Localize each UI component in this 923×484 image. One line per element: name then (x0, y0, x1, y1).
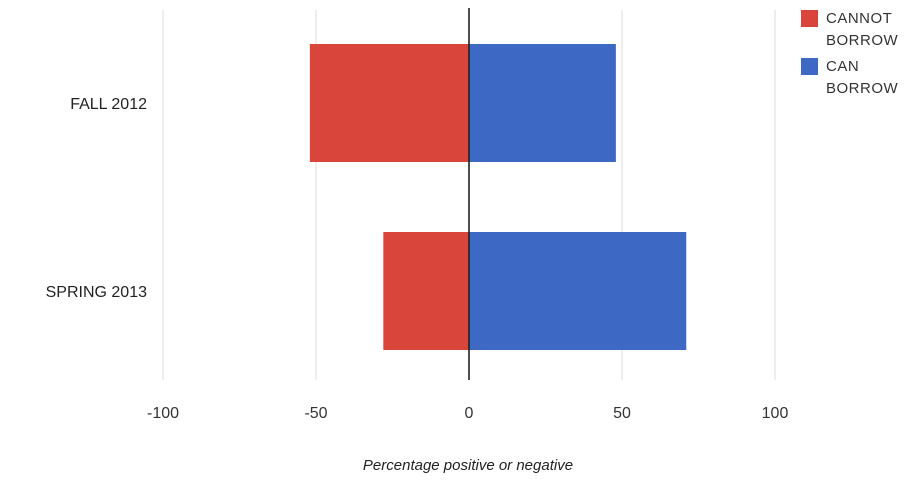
x-tick-labels: -100 -50 0 50 100 (147, 405, 788, 422)
legend-swatch-can-borrow (801, 58, 818, 75)
bar-cannot-borrow-0 (309, 44, 469, 162)
bars (309, 44, 687, 350)
x-axis-title: Percentage positive or negative (363, 457, 573, 474)
x-tick-label-1: -50 (304, 405, 327, 422)
bar-can-borrow-0 (469, 44, 616, 162)
x-tick-label-2: 0 (465, 405, 474, 422)
x-tick-label-3: 50 (613, 405, 631, 422)
category-labels: FALL 2012 SPRING 2013 (46, 96, 147, 301)
x-tick-label-4: 100 (762, 405, 789, 422)
x-tick-label-0: -100 (147, 405, 179, 422)
legend-item-cannot-borrow: CANNOT BORROW (801, 8, 921, 52)
bar-can-borrow-1 (469, 232, 687, 350)
bar-cannot-borrow-1 (383, 232, 469, 350)
legend-label-can-borrow: CAN BORROW (826, 58, 899, 97)
legend-label-cannot-borrow: CANNOT BORROW (826, 10, 899, 49)
legend-swatch-cannot-borrow (801, 10, 818, 27)
legend-item-can-borrow: CAN BORROW (801, 56, 921, 100)
legend: CANNOT BORROW CAN BORROW (801, 8, 921, 104)
category-label-0: FALL 2012 (70, 96, 147, 113)
category-label-1: SPRING 2013 (46, 284, 147, 301)
